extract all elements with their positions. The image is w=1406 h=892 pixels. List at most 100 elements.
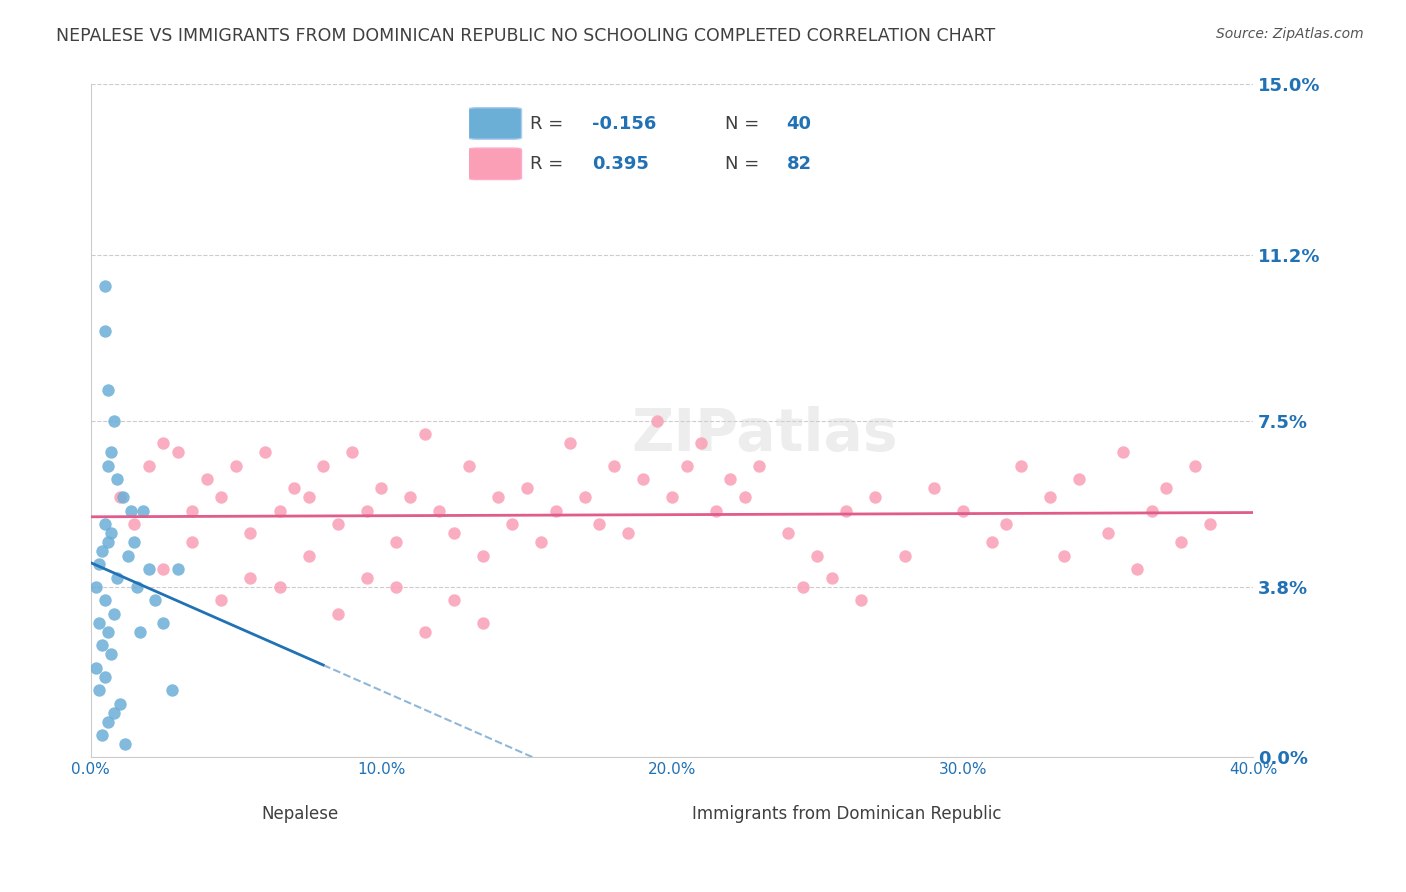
Point xyxy=(269,580,291,594)
Point xyxy=(1126,562,1149,576)
Point xyxy=(108,490,131,504)
Point xyxy=(647,414,669,428)
Point xyxy=(472,615,495,630)
Point xyxy=(588,517,610,532)
Point xyxy=(443,526,465,541)
Point xyxy=(370,481,392,495)
Point xyxy=(1111,445,1133,459)
Point xyxy=(97,714,120,729)
Point xyxy=(97,535,120,549)
Point xyxy=(560,436,582,450)
Point xyxy=(152,562,174,576)
Point xyxy=(704,503,727,517)
Point xyxy=(326,517,349,532)
Point xyxy=(1140,503,1163,517)
Point xyxy=(792,580,814,594)
Point xyxy=(89,615,111,630)
Text: ZIPatlas: ZIPatlas xyxy=(631,406,898,463)
Point xyxy=(734,490,756,504)
Point xyxy=(631,472,654,486)
Point xyxy=(413,624,436,639)
Point xyxy=(181,535,204,549)
Point xyxy=(122,517,145,532)
Point xyxy=(298,490,321,504)
Point xyxy=(865,490,887,504)
Point xyxy=(138,458,160,473)
Point xyxy=(111,490,134,504)
Point xyxy=(103,414,125,428)
Point xyxy=(1198,517,1220,532)
Point xyxy=(239,526,262,541)
Text: NEPALESE VS IMMIGRANTS FROM DOMINICAN REPUBLIC NO SCHOOLING COMPLETED CORRELATIO: NEPALESE VS IMMIGRANTS FROM DOMINICAN RE… xyxy=(56,27,995,45)
Point xyxy=(385,580,408,594)
Point xyxy=(980,535,1002,549)
Point xyxy=(120,503,142,517)
Point xyxy=(97,624,120,639)
Point xyxy=(1067,472,1090,486)
Point xyxy=(91,728,114,742)
Point xyxy=(152,436,174,450)
Point xyxy=(166,562,188,576)
Point xyxy=(603,458,626,473)
Point xyxy=(143,593,166,607)
Point xyxy=(312,458,335,473)
Point xyxy=(574,490,596,504)
Point xyxy=(209,490,232,504)
Point xyxy=(86,661,108,675)
Point xyxy=(617,526,640,541)
Point xyxy=(122,535,145,549)
Point xyxy=(413,427,436,442)
Point xyxy=(952,503,974,517)
Point xyxy=(429,503,451,517)
Point xyxy=(457,458,479,473)
Point xyxy=(103,706,125,720)
Point xyxy=(195,472,218,486)
Point xyxy=(100,526,122,541)
Point xyxy=(298,549,321,563)
Point xyxy=(160,683,183,698)
Point xyxy=(97,458,120,473)
Point xyxy=(893,549,915,563)
Point xyxy=(283,481,305,495)
Point xyxy=(544,503,567,517)
Point xyxy=(356,571,378,585)
Point xyxy=(718,472,741,486)
Point xyxy=(94,324,117,338)
Point xyxy=(385,535,408,549)
Point xyxy=(849,593,872,607)
Point xyxy=(399,490,422,504)
Point xyxy=(269,503,291,517)
Point xyxy=(342,445,364,459)
Point xyxy=(91,544,114,558)
Point xyxy=(1184,458,1206,473)
Point xyxy=(821,571,844,585)
Point xyxy=(806,549,828,563)
Point xyxy=(127,580,149,594)
Point xyxy=(661,490,683,504)
Point xyxy=(94,279,117,293)
Point xyxy=(778,526,800,541)
Point xyxy=(516,481,538,495)
Point xyxy=(1154,481,1177,495)
Point xyxy=(443,593,465,607)
Point xyxy=(89,683,111,698)
Point xyxy=(117,549,139,563)
Point xyxy=(1097,526,1119,541)
Point xyxy=(209,593,232,607)
Point xyxy=(1170,535,1192,549)
Point xyxy=(486,490,509,504)
Point xyxy=(129,624,152,639)
Point xyxy=(152,615,174,630)
Point xyxy=(89,558,111,572)
Point xyxy=(835,503,858,517)
Point xyxy=(94,593,117,607)
Point xyxy=(1010,458,1032,473)
Point xyxy=(132,503,155,517)
Point xyxy=(1053,549,1076,563)
Point xyxy=(103,607,125,621)
Point xyxy=(239,571,262,585)
Text: Immigrants from Dominican Republic: Immigrants from Dominican Republic xyxy=(692,805,1001,822)
Point xyxy=(501,517,523,532)
Point xyxy=(922,481,945,495)
Point xyxy=(356,503,378,517)
